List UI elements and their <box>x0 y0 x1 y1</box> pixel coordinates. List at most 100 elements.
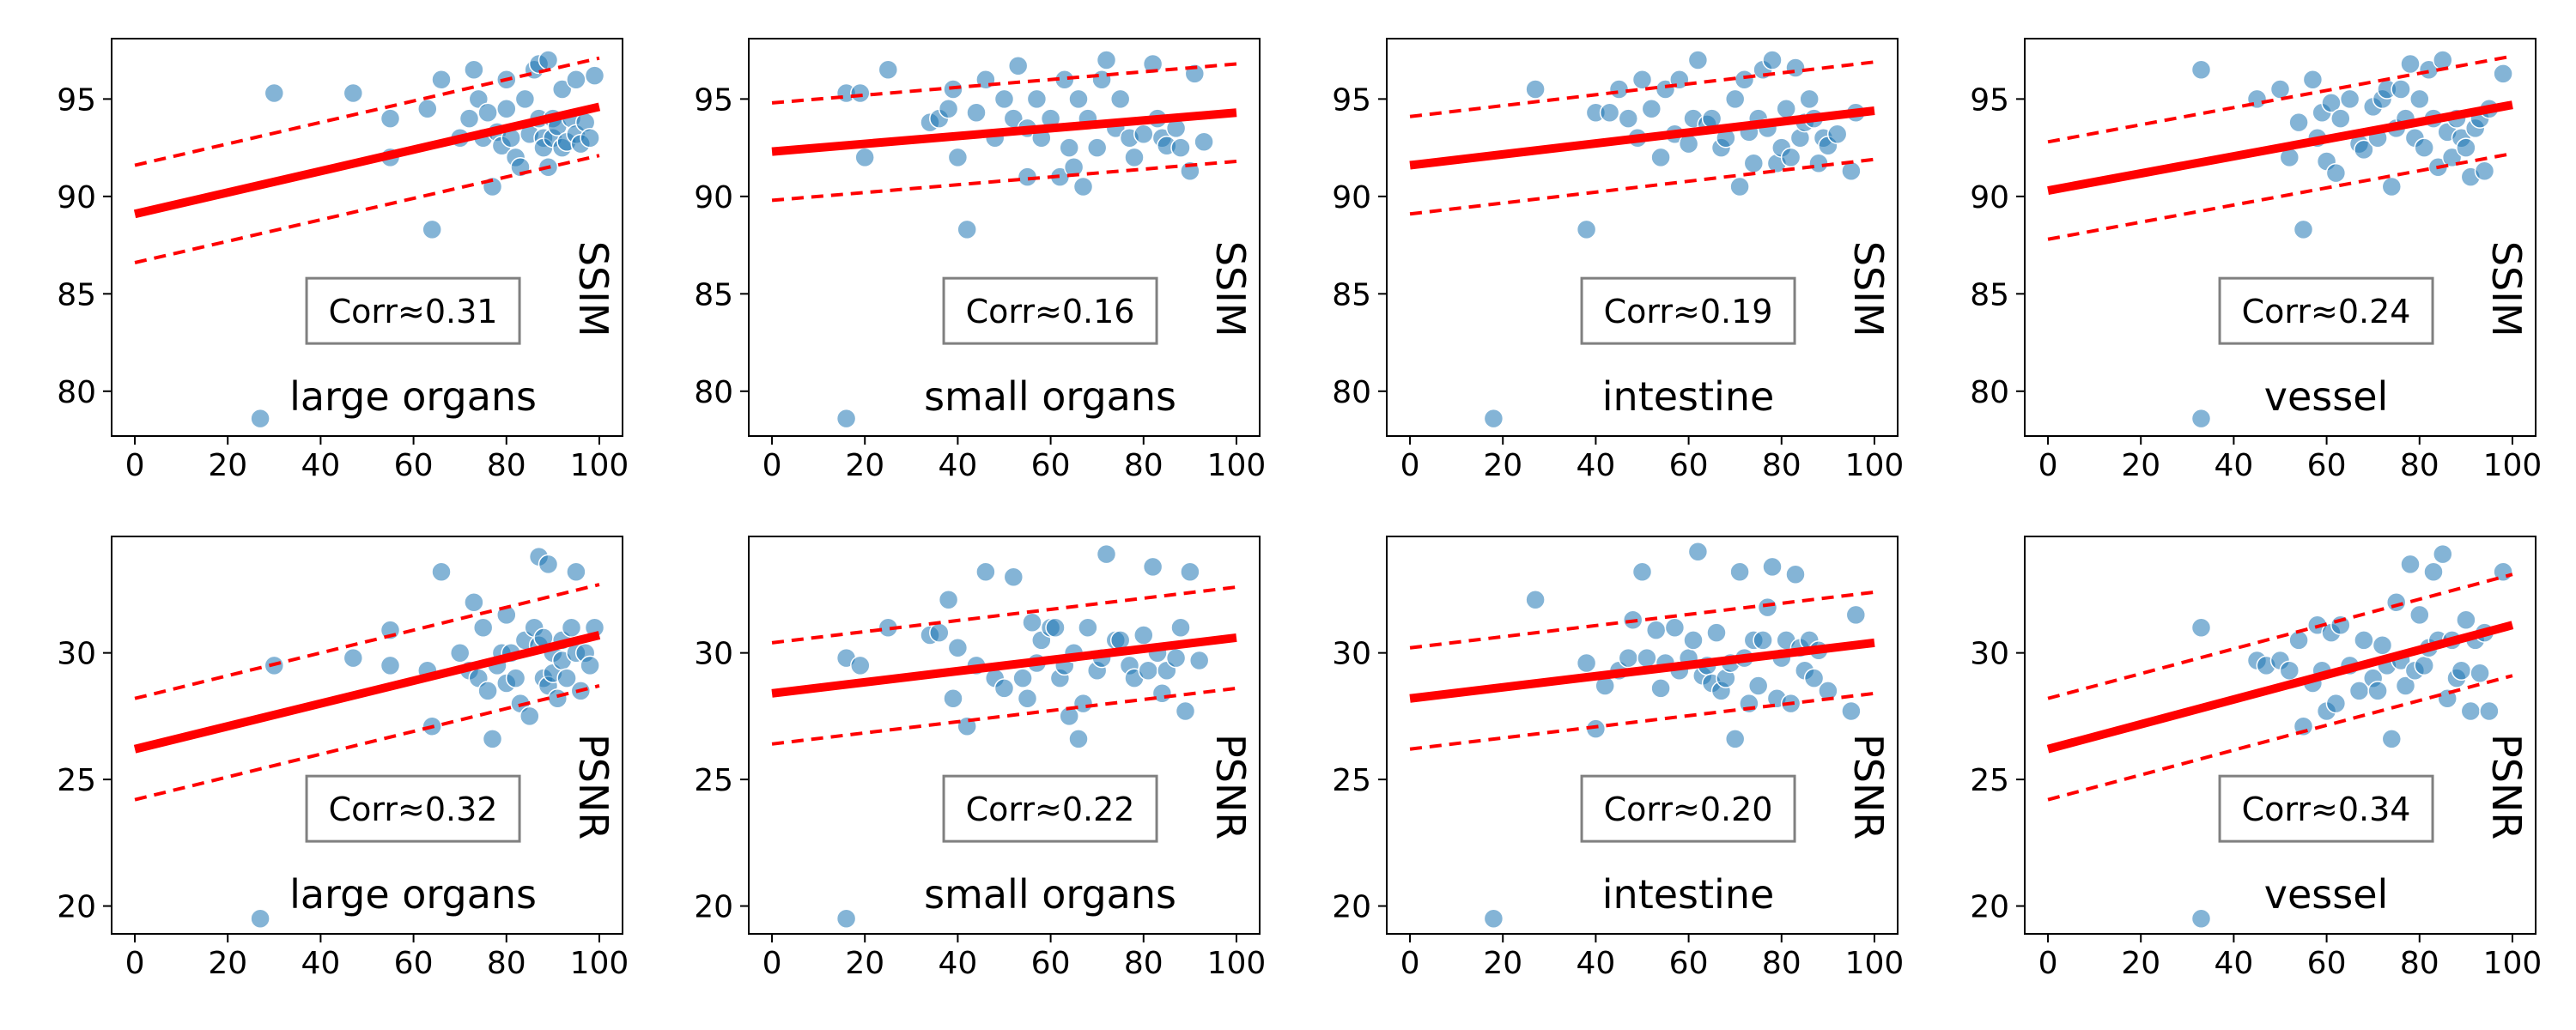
x-tick-label: 0 <box>1400 946 1420 981</box>
data-point <box>2400 554 2421 575</box>
x-tick-label: 80 <box>1124 946 1163 981</box>
data-point <box>1641 98 1662 119</box>
plot-area <box>133 50 605 429</box>
y-tick-label: 30 <box>1332 637 1371 672</box>
data-point <box>1096 543 1117 565</box>
data-point <box>1068 729 1089 749</box>
data-point <box>2470 663 2490 683</box>
y-tick-label: 80 <box>694 375 733 410</box>
x-tick-label: 60 <box>2307 946 2347 981</box>
data-point <box>1785 58 1806 78</box>
data-point <box>561 617 582 638</box>
corr-label: Corr≈0.19 <box>1604 293 1773 330</box>
trend-line <box>133 631 601 754</box>
x-tick-label: 40 <box>939 448 978 483</box>
data-point <box>547 688 568 709</box>
data-point <box>2354 630 2374 651</box>
data-point <box>1729 561 1750 583</box>
panel-intestine-ssim: 0 20 40 60 80 100 80 85 90 95 intestine Corr≈0.19 SS… <box>1332 38 1904 483</box>
data-point <box>2288 630 2309 651</box>
data-point <box>1687 50 1709 70</box>
corr-box <box>2218 276 2434 345</box>
x-tick-label: 40 <box>1577 946 1616 981</box>
data-point <box>1170 617 1191 638</box>
panel-small-organs-psnr: 0 20 40 60 80 100 20 25 30 small organs Corr≈0.22 P… <box>694 536 1266 981</box>
x-tick-label: 80 <box>2400 946 2439 981</box>
data-point <box>1003 566 1024 587</box>
data-point <box>2414 655 2434 676</box>
data-point <box>2367 681 2388 701</box>
data-point <box>431 561 452 583</box>
data-point <box>2456 609 2476 631</box>
y-tick-label: 30 <box>57 637 96 672</box>
data-point <box>2269 79 2291 100</box>
x-tick-label: 20 <box>208 946 247 981</box>
x-tick-label: 0 <box>1400 448 1420 483</box>
lower-band-line <box>771 159 1237 203</box>
panel-vessel-ssim: 0 20 40 60 80 100 80 85 90 95 vessel Corr≈0.24 SSIM <box>1970 38 2543 483</box>
y-tick-label: 80 <box>57 375 96 410</box>
upper-band-line <box>134 56 600 167</box>
data-point <box>477 681 498 701</box>
data-point <box>2385 591 2407 613</box>
region-label: vessel <box>2264 373 2389 420</box>
x-tick-label: 60 <box>1031 946 1071 981</box>
data-point <box>2423 561 2444 583</box>
data-point <box>1637 647 1657 669</box>
data-point <box>449 642 471 663</box>
data-point <box>514 88 536 110</box>
data-point <box>1133 124 1154 144</box>
data-point <box>2330 108 2351 129</box>
data-point <box>1845 604 1867 626</box>
data-point <box>1188 650 1210 671</box>
plot-area <box>771 543 1237 930</box>
region-label: large organs <box>289 871 537 918</box>
metric-label: SSIM <box>570 241 617 337</box>
data-point <box>1618 108 1639 129</box>
data-point <box>1608 79 1630 100</box>
x-tick-label: 80 <box>487 946 526 981</box>
x-tick-label: 100 <box>570 946 629 981</box>
data-point <box>943 688 963 709</box>
corr-label: Corr≈0.31 <box>329 293 498 330</box>
upper-band-line <box>771 585 1237 645</box>
data-point <box>1687 541 1709 562</box>
data-point <box>477 102 498 123</box>
data-point <box>380 655 401 676</box>
data-point <box>566 69 586 90</box>
data-point <box>2493 64 2513 84</box>
axis-frame <box>111 536 623 935</box>
x-tick-label: 40 <box>939 946 978 981</box>
x-tick-label: 100 <box>2483 448 2543 483</box>
data-point <box>2433 543 2453 565</box>
x-tick-label: 20 <box>1483 946 1522 981</box>
data-point <box>1026 88 1048 110</box>
metric-label: PSNR <box>2483 734 2530 839</box>
upper-band-line <box>134 583 600 700</box>
x-tick-label: 20 <box>2121 946 2160 981</box>
data-point <box>343 82 364 104</box>
trend-line <box>1409 638 1875 703</box>
axis-frame <box>1386 38 1899 437</box>
data-point <box>422 219 442 240</box>
y-tick-label: 85 <box>1970 277 2009 312</box>
data-point <box>2409 88 2430 110</box>
data-point <box>584 65 605 86</box>
data-point <box>459 108 480 129</box>
data-point <box>2409 604 2430 626</box>
data-point <box>250 408 270 429</box>
y-tick-label: 90 <box>694 180 733 215</box>
region-label: vessel <box>2264 871 2389 918</box>
x-tick-label: 40 <box>2215 448 2254 483</box>
corr-label: Corr≈0.22 <box>966 791 1135 828</box>
data-point <box>854 147 875 168</box>
data-point <box>2339 88 2360 110</box>
x-tick-label: 20 <box>845 448 884 483</box>
data-point <box>1757 597 1778 618</box>
upper-band-line <box>2047 573 2513 700</box>
corr-box <box>942 774 1158 843</box>
data-point <box>1012 668 1033 688</box>
data-point <box>1483 908 1504 930</box>
metric-label: PSNR <box>1207 734 1254 839</box>
data-point <box>538 554 559 575</box>
